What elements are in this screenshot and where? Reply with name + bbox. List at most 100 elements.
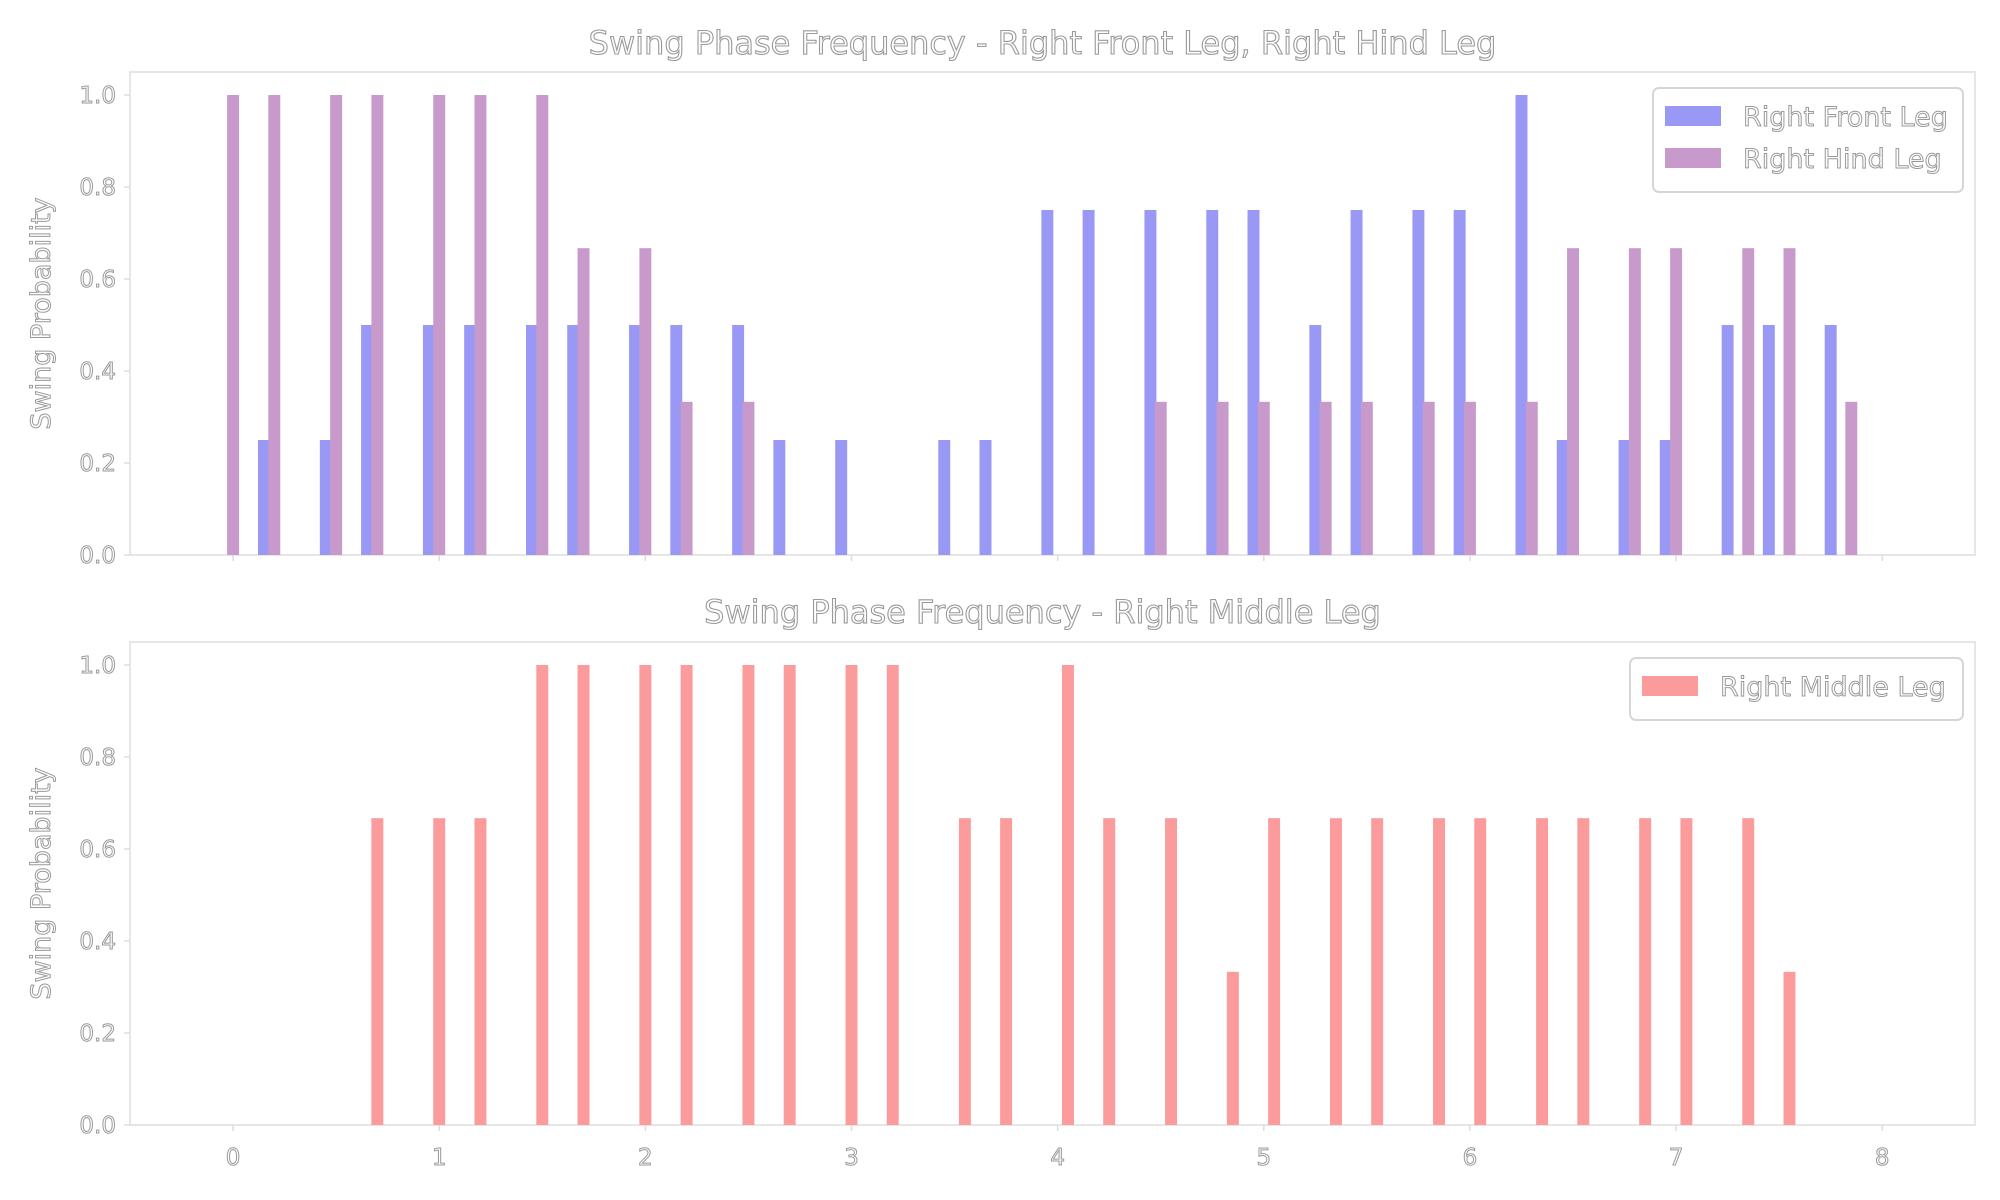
bar <box>227 95 240 555</box>
bar <box>1639 818 1652 1125</box>
chart-title: Swing Phase Frequency - Right Middle Leg <box>704 593 1381 631</box>
bar <box>319 440 332 555</box>
bar <box>1144 210 1157 555</box>
bar <box>1742 248 1755 555</box>
y-tick-label: 1.0 <box>79 83 116 109</box>
bar <box>1309 325 1322 555</box>
bar <box>422 325 435 555</box>
bar <box>886 665 899 1125</box>
bar <box>1474 818 1487 1125</box>
bar <box>330 95 343 555</box>
bar <box>1659 440 1672 555</box>
legend <box>1652 87 1964 193</box>
bar <box>1154 401 1167 555</box>
y-axis-label: Swing Probability <box>26 197 57 429</box>
bar <box>1762 325 1775 555</box>
bar <box>1061 665 1074 1125</box>
bar <box>1412 210 1425 555</box>
bar <box>1783 971 1796 1125</box>
chart-title: Swing Phase Frequency - Right Front Leg,… <box>589 24 1497 62</box>
bar <box>783 665 796 1125</box>
y-tick-label: 1.0 <box>79 653 116 679</box>
bar <box>1536 818 1549 1125</box>
bar <box>464 325 477 555</box>
x-tick-label: 1 <box>432 1145 447 1171</box>
legend-label: Right Hind Leg <box>1743 144 1942 175</box>
bar <box>1350 210 1363 555</box>
legend <box>1629 657 1964 721</box>
y-tick-label: 0.8 <box>79 175 116 201</box>
x-tick-label: 8 <box>1875 1145 1890 1171</box>
bar <box>1360 401 1373 555</box>
bar <box>433 818 446 1125</box>
bar <box>1371 818 1384 1125</box>
bar <box>742 665 755 1125</box>
bar <box>474 818 487 1125</box>
bar <box>577 248 590 555</box>
bar <box>536 95 549 555</box>
bar <box>629 325 642 555</box>
y-tick-label: 0.2 <box>79 1021 116 1047</box>
bar <box>268 95 281 555</box>
bar <box>567 325 580 555</box>
bar <box>1783 248 1796 555</box>
legend-swatch <box>1665 148 1721 168</box>
bar <box>1329 818 1342 1125</box>
x-tick-label: 7 <box>1669 1145 1684 1171</box>
chart-panel-2: Swing Phase Frequency - Right Middle Leg… <box>26 592 1976 1172</box>
bar <box>1319 401 1332 555</box>
bar <box>1463 401 1476 555</box>
y-tick-label: 0.0 <box>79 1113 116 1139</box>
bar <box>1845 401 1858 555</box>
bar <box>1257 401 1270 555</box>
bar <box>1226 971 1239 1125</box>
bar <box>1433 818 1446 1125</box>
chart-panel-1: Swing Phase Frequency - Right Front Leg,… <box>26 23 1976 570</box>
bar <box>1453 210 1466 555</box>
bar <box>1216 401 1229 555</box>
y-tick-label: 0.4 <box>79 929 116 955</box>
bar <box>1525 401 1538 555</box>
bar <box>639 665 652 1125</box>
bar <box>845 665 858 1125</box>
bar <box>1268 818 1281 1125</box>
bar <box>1556 440 1569 555</box>
bar <box>1567 248 1579 555</box>
bar <box>958 818 971 1125</box>
bar <box>1628 248 1641 555</box>
bar <box>835 440 848 555</box>
y-tick-label: 0.2 <box>79 451 116 477</box>
x-tick-label: 6 <box>1463 1145 1478 1171</box>
x-tick-label: 4 <box>1050 1145 1065 1171</box>
bar <box>979 440 992 555</box>
bar <box>526 325 538 555</box>
bar <box>1041 210 1054 555</box>
bar <box>670 325 683 555</box>
legend-swatch <box>1642 676 1698 696</box>
bar <box>1247 210 1260 555</box>
bar <box>371 818 384 1125</box>
bar <box>258 440 270 555</box>
bar <box>1824 325 1837 555</box>
bar <box>1680 818 1693 1125</box>
bar <box>1721 325 1734 555</box>
bar <box>1082 210 1095 555</box>
bar <box>1206 210 1219 555</box>
bar <box>536 665 549 1125</box>
bar <box>732 325 745 555</box>
bar <box>680 665 693 1125</box>
bar <box>1165 818 1178 1125</box>
y-tick-label: 0.8 <box>79 745 116 771</box>
y-tick-label: 0.6 <box>79 837 116 863</box>
bar <box>938 440 951 555</box>
y-tick-label: 0.0 <box>79 543 116 569</box>
y-tick-label: 0.6 <box>79 267 116 293</box>
legend-swatch <box>1665 106 1721 126</box>
bar <box>361 325 374 555</box>
x-tick-label: 2 <box>638 1145 653 1171</box>
bar <box>371 95 384 555</box>
bar <box>433 95 446 555</box>
bar <box>1742 818 1755 1125</box>
bar <box>1000 818 1013 1125</box>
